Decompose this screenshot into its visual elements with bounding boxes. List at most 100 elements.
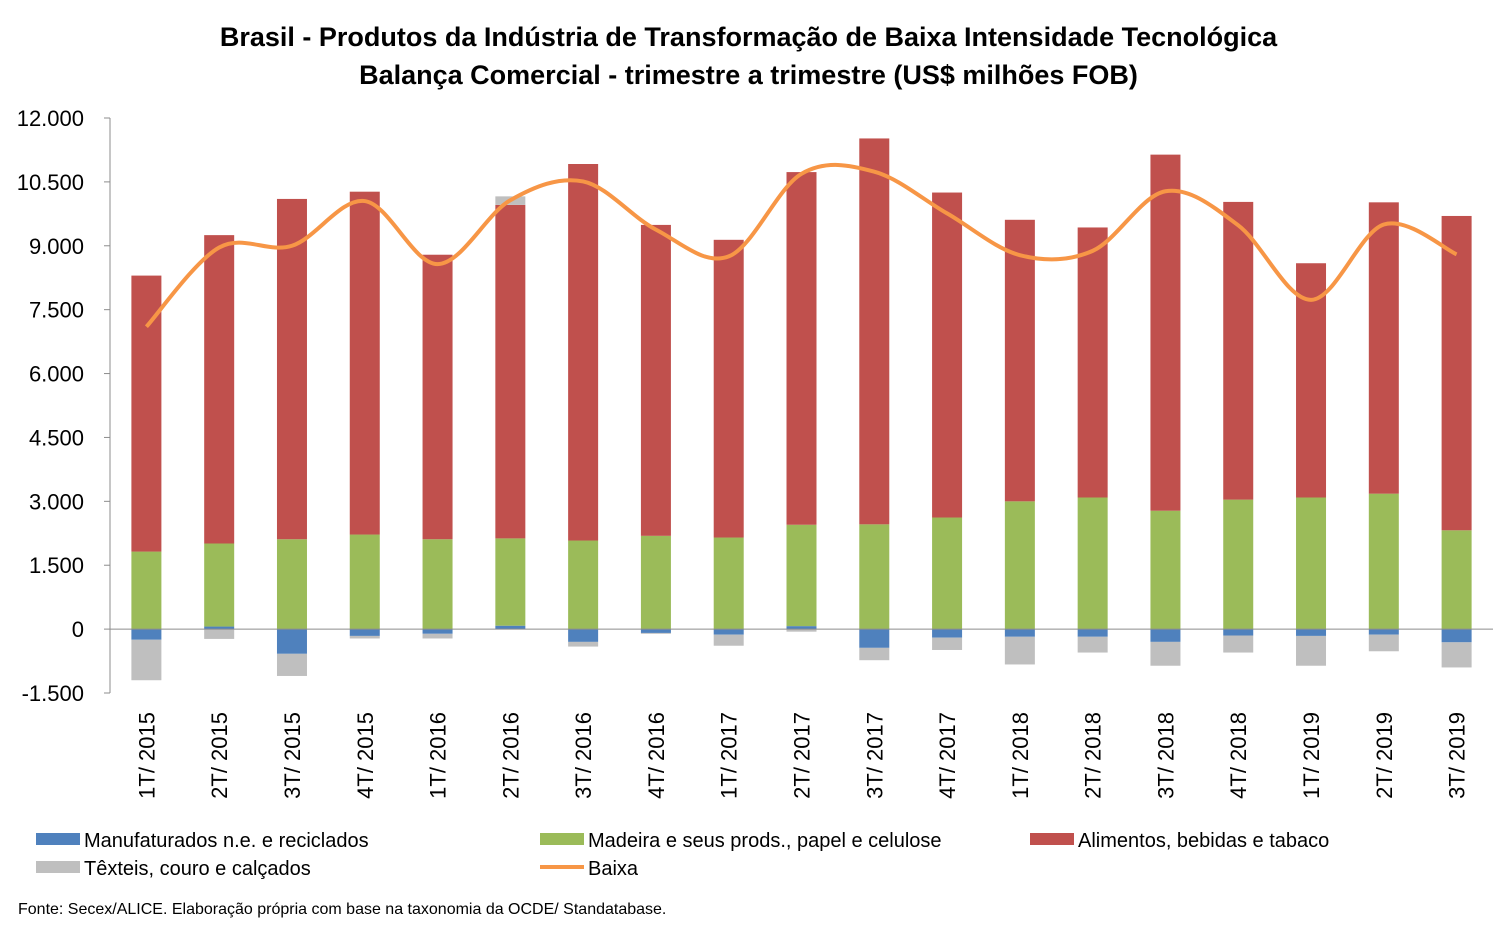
bar-madeira-e-seus-prods-papel-e-celulose (276, 539, 307, 630)
x-tick-label: 1T/ 2019 (1299, 712, 1324, 799)
bar-manufaturados-n-e-e-reciclados (640, 629, 671, 633)
bar-alimentos-bebidas-e-tabaco (204, 235, 235, 544)
y-axis: -1.500 0 1.500 3.000 4.500 6.000 7.500 9.000 10.… (17, 106, 111, 706)
bar-madeira-e-seus-prods-papel-e-celulose (1150, 510, 1181, 630)
legend-label: Madeira e seus prods., papel e celulose (588, 830, 942, 852)
bar-alimentos-bebidas-e-tabaco (932, 192, 963, 518)
bar-manufaturados-n-e-e-reciclados (1077, 629, 1108, 637)
legend-swatch (1030, 833, 1074, 845)
bar-madeira-e-seus-prods-papel-e-celulose (1223, 499, 1254, 630)
x-tick-label: 1T/ 2016 (426, 712, 451, 799)
bar-madeira-e-seus-prods-papel-e-celulose (422, 539, 453, 630)
bar-manufaturados-n-e-e-reciclados (495, 625, 526, 630)
bar-texteis-couro-e-calcados (1150, 641, 1181, 666)
bar-texteis-couro-e-calcados (568, 641, 599, 647)
bar-manufaturados-n-e-e-reciclados (932, 629, 963, 638)
bar-alimentos-bebidas-e-tabaco (495, 204, 526, 539)
bar-madeira-e-seus-prods-papel-e-celulose (495, 538, 526, 626)
x-tick-label: 3T/ 2015 (280, 712, 305, 799)
bar-texteis-couro-e-calcados (1223, 635, 1254, 653)
bar-alimentos-bebidas-e-tabaco (786, 172, 817, 525)
chart-title: Brasil - Produtos da Indústria de Transf… (0, 18, 1497, 94)
x-tick-label: 2T/ 2019 (1372, 712, 1397, 799)
bar-alimentos-bebidas-e-tabaco (1150, 154, 1181, 511)
bar-manufaturados-n-e-e-reciclados (1150, 629, 1181, 642)
bar-alimentos-bebidas-e-tabaco (640, 224, 671, 536)
y-tick-label: 7.500 (29, 298, 84, 323)
legend-label: Têxteis, couro e calçados (84, 858, 311, 880)
bar-madeira-e-seus-prods-papel-e-celulose (640, 535, 671, 630)
bar-madeira-e-seus-prods-papel-e-celulose (1441, 530, 1472, 630)
x-tick-label: 2T/ 2015 (207, 712, 232, 799)
y-tick-label: 10.500 (17, 170, 84, 195)
bar-texteis-couro-e-calcados (932, 637, 963, 650)
legend-label: Baixa (588, 858, 639, 880)
bar-madeira-e-seus-prods-papel-e-celulose (1077, 497, 1108, 630)
bar-manufaturados-n-e-e-reciclados (131, 629, 162, 640)
bar-alimentos-bebidas-e-tabaco (131, 275, 162, 552)
bar-manufaturados-n-e-e-reciclados (1368, 629, 1399, 635)
bar-manufaturados-n-e-e-reciclados (204, 626, 235, 630)
bar-texteis-couro-e-calcados (859, 647, 890, 661)
x-tick-label: 3T/ 2016 (571, 712, 596, 799)
bar-manufaturados-n-e-e-reciclados (1004, 629, 1035, 637)
bar-alimentos-bebidas-e-tabaco (1077, 227, 1108, 498)
bar-alimentos-bebidas-e-tabaco (713, 239, 744, 538)
bar-alimentos-bebidas-e-tabaco (1441, 215, 1472, 531)
bar-manufaturados-n-e-e-reciclados (859, 629, 890, 648)
bar-alimentos-bebidas-e-tabaco (349, 191, 380, 535)
bar-madeira-e-seus-prods-papel-e-celulose (859, 524, 890, 630)
y-tick-label: 0 (72, 617, 84, 642)
bar-alimentos-bebidas-e-tabaco (1004, 219, 1035, 502)
bar-texteis-couro-e-calcados (349, 635, 380, 639)
x-tick-label: 2T/ 2016 (498, 712, 523, 799)
bar-alimentos-bebidas-e-tabaco (1223, 201, 1254, 500)
bar-manufaturados-n-e-e-reciclados (713, 629, 744, 635)
bar-texteis-couro-e-calcados (713, 634, 744, 646)
line-group (144, 162, 1458, 329)
legend-label: Alimentos, bebidas e tabaco (1078, 830, 1329, 852)
y-tick-label: 1.500 (29, 553, 84, 578)
bar-manufaturados-n-e-e-reciclados (1296, 629, 1327, 636)
legend-swatch (540, 833, 584, 845)
bar-madeira-e-seus-prods-papel-e-celulose (932, 517, 963, 630)
bar-alimentos-bebidas-e-tabaco (1368, 202, 1399, 494)
y-tick-label: 9.000 (29, 234, 84, 259)
bar-alimentos-bebidas-e-tabaco (276, 198, 307, 540)
y-tick-label: 12.000 (17, 106, 84, 131)
bar-madeira-e-seus-prods-papel-e-celulose (1296, 497, 1327, 630)
legend-swatch (36, 833, 80, 845)
bar-manufaturados-n-e-e-reciclados (276, 629, 307, 654)
bar-manufaturados-n-e-e-reciclados (568, 629, 599, 642)
bar-alimentos-bebidas-e-tabaco (859, 138, 890, 525)
bar-texteis-couro-e-calcados (1296, 635, 1327, 666)
bar-alimentos-bebidas-e-tabaco (422, 254, 453, 540)
bar-manufaturados-n-e-e-reciclados (1223, 629, 1254, 636)
bar-madeira-e-seus-prods-papel-e-celulose (204, 543, 235, 627)
x-tick-label: 3T/ 2018 (1153, 712, 1178, 799)
source-note: Fonte: Secex/ALICE. Elaboração própria c… (18, 901, 667, 918)
bar-madeira-e-seus-prods-papel-e-celulose (568, 540, 599, 630)
bar-madeira-e-seus-prods-papel-e-celulose (349, 534, 380, 630)
x-tick-label: 4T/ 2017 (935, 712, 960, 799)
x-tick-label: 4T/ 2015 (353, 712, 378, 799)
y-tick-label: 6.000 (29, 362, 84, 387)
x-tick-label: 1T/ 2017 (717, 712, 742, 799)
bar-alimentos-bebidas-e-tabaco (1296, 263, 1327, 498)
bar-manufaturados-n-e-e-reciclados (1441, 629, 1472, 643)
bar-madeira-e-seus-prods-papel-e-celulose (131, 551, 162, 630)
x-tick-label: 4T/ 2018 (1226, 712, 1251, 799)
bar-texteis-couro-e-calcados (131, 639, 162, 681)
bar-texteis-couro-e-calcados (1368, 634, 1399, 652)
bar-texteis-couro-e-calcados (422, 633, 453, 639)
bar-texteis-couro-e-calcados (276, 653, 307, 676)
x-tick-label: 3T/ 2019 (1445, 712, 1470, 799)
x-tick-label: 3T/ 2017 (862, 712, 887, 799)
bar-texteis-couro-e-calcados (204, 629, 235, 639)
x-tick-label: 1T/ 2018 (1008, 712, 1033, 799)
bar-texteis-couro-e-calcados (640, 632, 671, 634)
bar-manufaturados-n-e-e-reciclados (349, 629, 380, 636)
x-tick-label: 2T/ 2017 (790, 712, 815, 799)
bar-manufaturados-n-e-e-reciclados (786, 626, 817, 630)
